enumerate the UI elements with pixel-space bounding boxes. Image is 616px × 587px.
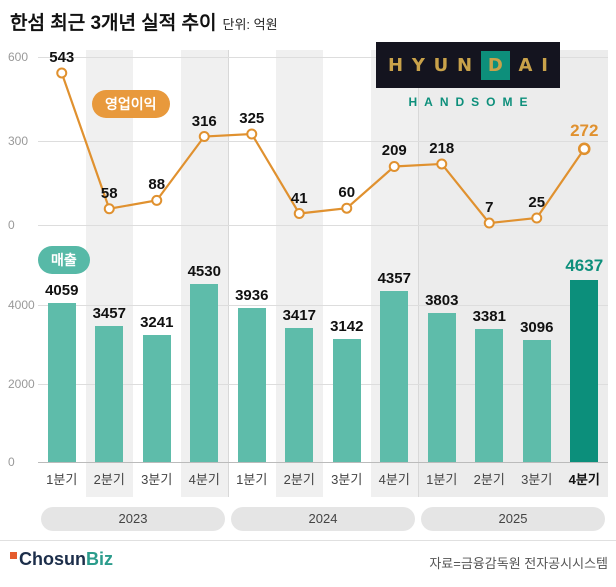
line-value-label: 316 bbox=[191, 112, 217, 130]
line-value-label: 58 bbox=[100, 184, 118, 202]
revenue-bar bbox=[332, 338, 361, 462]
bar-value-label: 3241 bbox=[140, 313, 174, 331]
x-axis-label: 4분기 bbox=[378, 472, 410, 487]
source-text: 자료=금융감독원 전자공시시스템 bbox=[429, 556, 608, 571]
bar-value-label: 3417 bbox=[282, 306, 316, 324]
year-pill: 2024 bbox=[231, 507, 415, 531]
line-marker bbox=[341, 202, 353, 214]
axis-tick-label: 2000 bbox=[8, 376, 35, 391]
revenue-bar bbox=[522, 340, 551, 462]
line-marker bbox=[56, 67, 68, 79]
line-value-label: 325 bbox=[239, 110, 265, 127]
x-axis-label: 1분기 bbox=[236, 472, 268, 487]
x-axis-label: 3분기 bbox=[521, 472, 553, 487]
bar-value-label: 3096 bbox=[520, 319, 554, 337]
chosunbiz-logo-biz: Biz bbox=[86, 549, 113, 569]
x-axis-label: 3분기 bbox=[141, 472, 173, 487]
x-axis-label: 1분기 bbox=[426, 472, 458, 487]
x-axis-label: 3분기 bbox=[331, 472, 363, 487]
line-value-label: 218 bbox=[429, 139, 455, 157]
logo-letter: U bbox=[433, 54, 449, 76]
logo-letter: H bbox=[388, 54, 404, 76]
line-marker bbox=[246, 128, 258, 140]
bar-value-label: 3381 bbox=[472, 308, 506, 326]
line-value-label: 41 bbox=[290, 189, 308, 207]
chosunbiz-logo: ChosunBiz bbox=[10, 549, 113, 570]
gridline bbox=[38, 225, 608, 226]
axis-tick-label: 300 bbox=[8, 134, 29, 148]
revenue-bar bbox=[380, 290, 409, 462]
x-axis-label: 2분기 bbox=[93, 472, 125, 487]
x-axis-label: 4분기 bbox=[188, 472, 220, 487]
bar-value-label: 3457 bbox=[92, 305, 126, 323]
x-axis-label: 2분기 bbox=[473, 472, 505, 487]
logo-letter: A bbox=[518, 54, 533, 76]
revenue-bar bbox=[427, 312, 456, 462]
page-title: 한섬 최근 3개년 실적 추이 bbox=[10, 13, 217, 34]
year-separator bbox=[228, 50, 229, 497]
line-value-label: 272 bbox=[570, 120, 599, 140]
line-marker bbox=[151, 194, 163, 206]
revenue-bar bbox=[237, 307, 266, 462]
line-value-label: 209 bbox=[381, 142, 407, 160]
header: 한섬 최근 3개년 실적 추이 단위: 억원 bbox=[10, 8, 278, 35]
unit-label: 단위: 억원 bbox=[222, 17, 278, 32]
line-value-label: 7 bbox=[485, 199, 494, 217]
axis-tick-label: 600 bbox=[8, 50, 29, 64]
bar-value-label: 4637 bbox=[565, 255, 604, 275]
line-value-label: 543 bbox=[49, 48, 75, 66]
logo-letter: N bbox=[457, 54, 473, 76]
x-axis-label: 1분기 bbox=[46, 472, 78, 487]
series-badge-operating-profit: 영업이익 bbox=[92, 90, 170, 118]
x-axis-label: 4분기 bbox=[568, 472, 600, 487]
revenue-bar bbox=[142, 334, 171, 462]
logo-letter: Y bbox=[411, 54, 425, 76]
chosunbiz-accent-icon bbox=[10, 552, 17, 559]
axis-tick-label: 0 bbox=[8, 218, 15, 232]
revenue-bar bbox=[285, 327, 314, 462]
logo-letter-d-teal: D bbox=[480, 50, 510, 80]
x-axis-label: 2분기 bbox=[283, 472, 315, 487]
gridline bbox=[38, 383, 608, 385]
year-pill: 2025 bbox=[421, 507, 605, 531]
handsome-logo-text: HANDSOME bbox=[408, 95, 535, 109]
bar-value-label: 3936 bbox=[235, 286, 269, 304]
gridline bbox=[38, 462, 608, 463]
line-value-label: 88 bbox=[148, 176, 166, 194]
series-badge-revenue: 매출 bbox=[38, 246, 90, 274]
axis-tick-label: 4000 bbox=[8, 298, 35, 312]
footer-divider bbox=[0, 540, 616, 541]
chosunbiz-logo-chosun: Chosun bbox=[19, 549, 86, 569]
revenue-bar bbox=[190, 284, 219, 462]
bar-value-label: 4530 bbox=[187, 263, 221, 281]
revenue-bar bbox=[95, 326, 124, 462]
bar-value-label: 4357 bbox=[377, 269, 411, 287]
revenue-bar bbox=[47, 302, 76, 462]
gridline bbox=[38, 141, 608, 142]
bar-value-label: 3803 bbox=[425, 291, 459, 309]
year-separator bbox=[418, 50, 419, 497]
bar-value-label: 4059 bbox=[45, 281, 79, 299]
logo-letter: I bbox=[541, 54, 548, 76]
revenue-bar bbox=[570, 279, 599, 462]
gridline bbox=[38, 57, 608, 58]
bar-value-label: 3142 bbox=[330, 317, 364, 335]
line-value-label: 25 bbox=[528, 194, 546, 211]
line-value-label: 60 bbox=[338, 184, 356, 202]
revenue-bar bbox=[475, 329, 504, 462]
gridline bbox=[38, 305, 608, 306]
year-pill: 2023 bbox=[41, 507, 225, 531]
axis-tick-label: 0 bbox=[8, 455, 15, 469]
